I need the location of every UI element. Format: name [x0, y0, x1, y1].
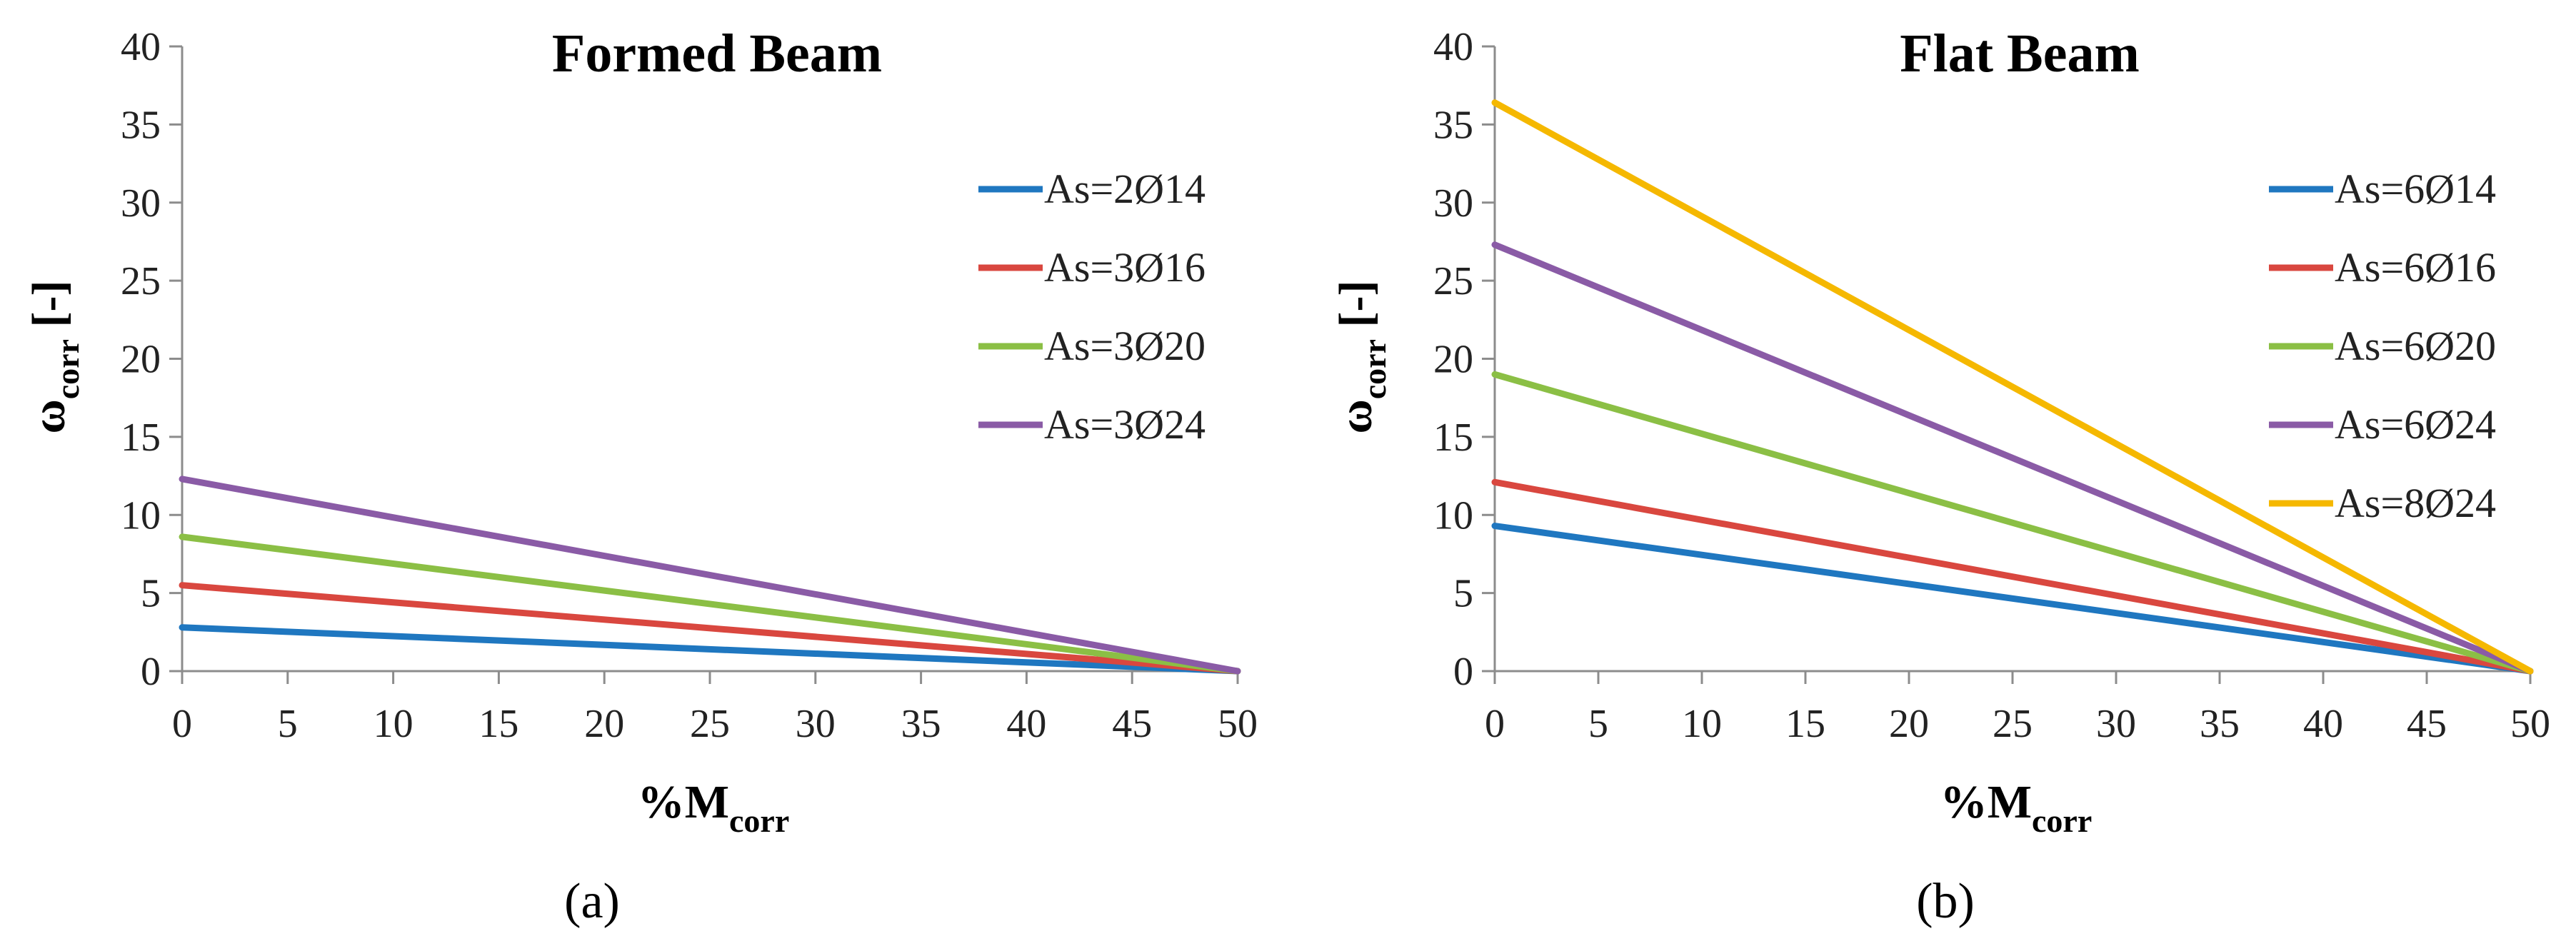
- legend-label-3: As=3Ø20: [1044, 323, 1206, 369]
- x-tick-label: 40: [2303, 702, 2343, 746]
- x-axis-label-main: %M: [1940, 776, 2032, 828]
- y-axis-label-unit: [-]: [1330, 281, 1382, 339]
- legend-label-4: As=6Ø24: [2335, 401, 2496, 448]
- y-tick-label: 20: [1433, 338, 1473, 382]
- x-tick-label: 20: [1889, 702, 1929, 746]
- legend: As=2Ø14 As=3Ø16 As=3Ø20 As=3Ø24: [978, 166, 1206, 448]
- x-tick-label: 25: [690, 702, 730, 746]
- x-tick-label: 50: [1218, 702, 1258, 746]
- y-tick-label: 30: [1433, 181, 1473, 226]
- x-tick-label: 10: [1682, 702, 1722, 746]
- y-tick-label: 0: [1453, 650, 1473, 694]
- y-tick-label: 0: [141, 650, 161, 694]
- y-tick-label: 40: [121, 25, 161, 69]
- chart-formed-beam: 0 5 10 15 20 25 30 35 40 0 5 10 15 20 25 30 35 40 45 50 Form…: [23, 24, 1258, 929]
- panel-caption: (b): [1916, 874, 1975, 929]
- y-tick-label: 35: [121, 103, 161, 147]
- y-axis-label-subscript: corr: [49, 339, 86, 399]
- legend-label-1: As=6Ø14: [2335, 166, 2496, 212]
- y-tick-label: 5: [1453, 572, 1473, 616]
- x-tick-label: 15: [478, 702, 518, 746]
- series-line-5: [1491, 99, 2534, 675]
- x-tick-label: 15: [1785, 702, 1825, 746]
- x-tick-label: 45: [1112, 702, 1152, 746]
- y-tick-label: 10: [121, 493, 161, 538]
- chart-title: Flat Beam: [1900, 24, 2140, 84]
- series-line-3: [1491, 371, 2534, 675]
- y-tick-label: 5: [141, 572, 161, 616]
- y-tick-label: 40: [1433, 25, 1473, 69]
- series-line-2: [179, 582, 1241, 675]
- y-tick-label: 20: [121, 338, 161, 382]
- x-axis-label: %Mcorr: [638, 776, 790, 839]
- x-tick-label: 35: [2200, 702, 2240, 746]
- legend-label-3: As=6Ø20: [2335, 323, 2496, 369]
- x-tick-label: 5: [278, 702, 298, 746]
- y-tick-label: 10: [1433, 493, 1473, 538]
- panel-caption: (a): [564, 874, 620, 929]
- chart-flat-beam: 0 5 10 15 20 25 30 35 40 0 5 10 15 20 25 30 35 40 45 50 Flat…: [1330, 24, 2550, 929]
- x-tick-label: 50: [2510, 702, 2550, 746]
- chart-title: Formed Beam: [552, 24, 882, 84]
- y-axis-label: ωcorr [-]: [23, 281, 86, 434]
- series-line-2: [1491, 478, 2534, 675]
- legend-label-5: As=8Ø24: [2335, 480, 2496, 526]
- legend-label-1: As=2Ø14: [1044, 166, 1206, 212]
- series-line-1: [1491, 523, 2534, 675]
- x-tick-label: 0: [172, 702, 192, 746]
- x-tick-label: 5: [1588, 702, 1608, 746]
- legend-label-2: As=3Ø16: [1044, 244, 1206, 291]
- x-axis-label-subscript: corr: [2032, 802, 2092, 839]
- y-axis-label-unit: [-]: [23, 281, 75, 339]
- y-tick-label: 35: [1433, 103, 1473, 147]
- x-tick-label: 30: [2096, 702, 2136, 746]
- x-tick-label: 35: [901, 702, 941, 746]
- y-axis-label: ωcorr [-]: [1330, 281, 1393, 434]
- y-axis-label-subscript: corr: [1356, 339, 1393, 399]
- y-tick-label: 15: [121, 416, 161, 460]
- y-axis-label-main: ω: [1330, 399, 1382, 433]
- x-tick-label: 45: [2407, 702, 2447, 746]
- series-line-1: [179, 624, 1241, 675]
- x-tick-label: 25: [1993, 702, 2033, 746]
- x-tick-label: 10: [374, 702, 414, 746]
- y-tick-label: 30: [121, 181, 161, 226]
- y-axis-label-main: ω: [23, 399, 75, 433]
- y-tick-label: 25: [1433, 259, 1473, 303]
- x-axis-label: %Mcorr: [1940, 776, 2093, 839]
- x-tick-label: 0: [1485, 702, 1505, 746]
- x-axis-label-subscript: corr: [729, 802, 789, 839]
- series-line-4: [179, 475, 1241, 675]
- y-tick-label: 15: [1433, 416, 1473, 460]
- series-line-3: [179, 533, 1241, 675]
- legend-label-2: As=6Ø16: [2335, 244, 2496, 291]
- x-axis-label-main: %M: [638, 776, 729, 828]
- x-tick-label: 30: [796, 702, 836, 746]
- x-tick-label: 20: [584, 702, 624, 746]
- legend: As=6Ø14 As=6Ø16 As=6Ø20 As=6Ø24 As=8Ø24: [2269, 166, 2496, 526]
- y-tick-label: 25: [121, 259, 161, 303]
- x-tick-label: 40: [1006, 702, 1046, 746]
- series-line-4: [1491, 241, 2534, 675]
- legend-label-4: As=3Ø24: [1044, 401, 1206, 448]
